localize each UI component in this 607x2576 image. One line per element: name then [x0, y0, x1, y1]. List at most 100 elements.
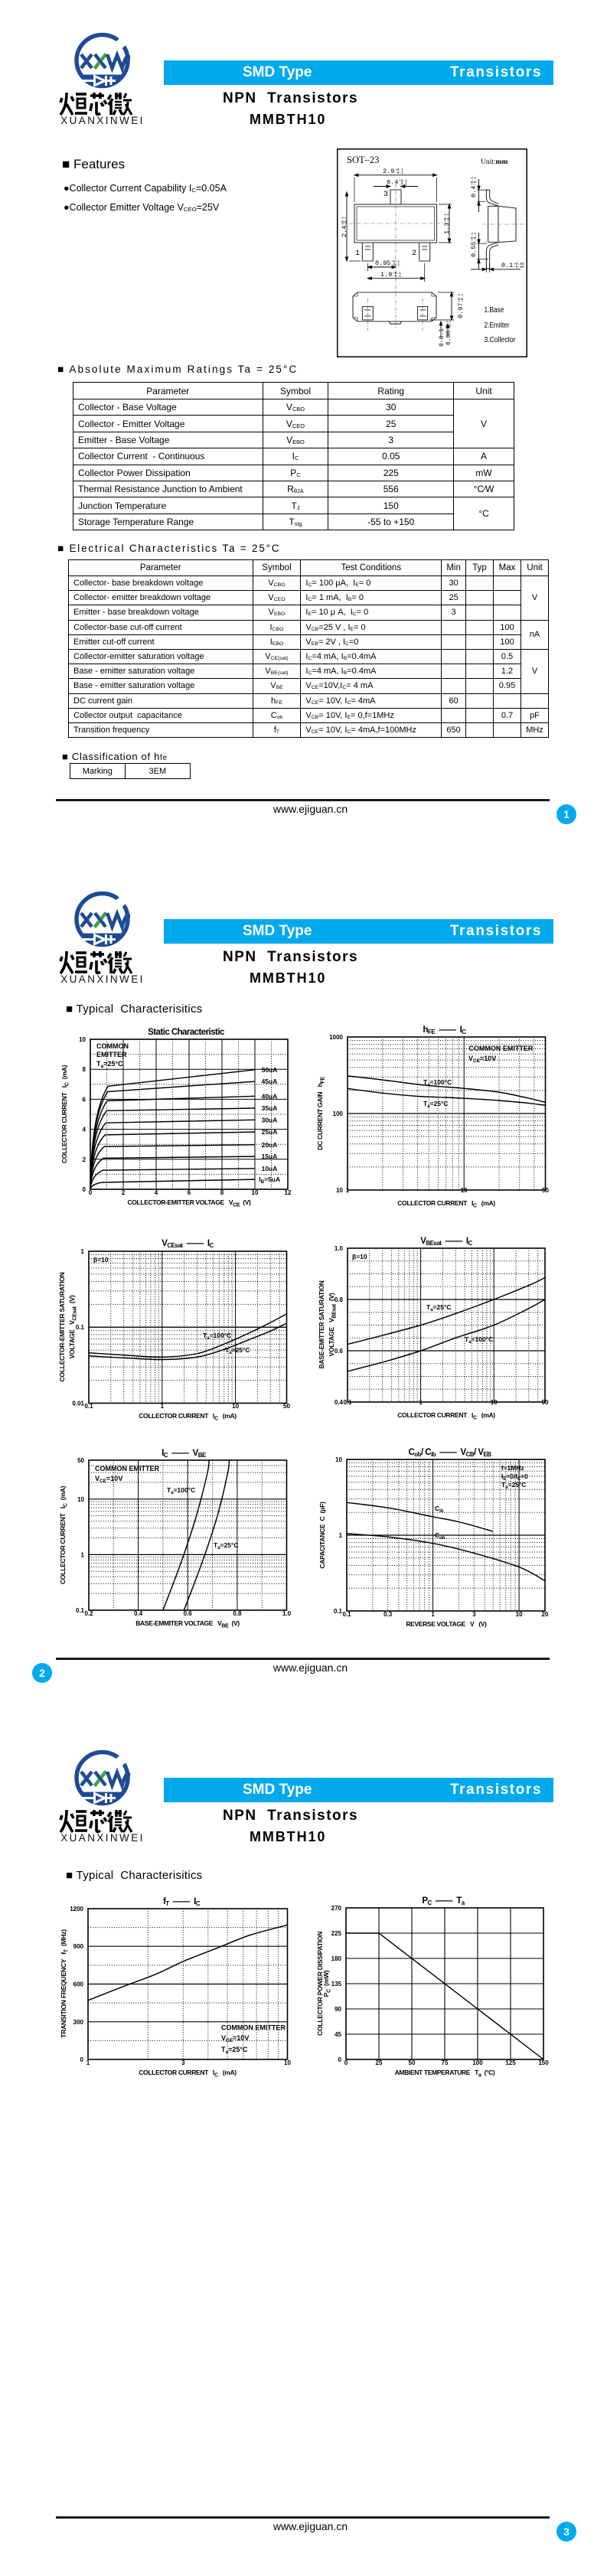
svg-text:100: 100 — [332, 1110, 343, 1117]
svg-text:2.9: 2.9 — [383, 168, 394, 175]
svg-text:2: 2 — [412, 249, 416, 258]
svg-text:-0.1: -0.1 — [446, 214, 451, 222]
svg-text:4: 4 — [154, 1189, 158, 1196]
svg-text:0.4: 0.4 — [470, 186, 478, 197]
svg-text:Ta=25°C: Ta=25°C — [501, 1481, 527, 1490]
svg-text:-0.1: -0.1 — [448, 321, 452, 329]
svg-text:0.2: 0.2 — [84, 1610, 93, 1617]
svg-text:2: 2 — [121, 1189, 125, 1196]
svg-text:BASE-EMMITER VOLTAGE VBE (V: BASE-EMMITER VOLTAGE VBE (V) — [135, 1619, 240, 1629]
svg-text:50: 50 — [409, 2059, 416, 2066]
svg-text:-0.1: -0.1 — [344, 217, 348, 225]
svg-text:COLLECTOR POWER DISSIPATION: COLLECTOR POWER DISSIPATION — [316, 1932, 324, 2036]
svg-text:REVERSE VOLTAGE V (V): REVERSE VOLTAGE V (V) — [406, 1620, 487, 1628]
svg-text:225: 225 — [331, 1930, 342, 1937]
svg-text:0: 0 — [344, 2059, 348, 2066]
svg-text:0: 0 — [338, 2056, 342, 2063]
svg-text:1: 1 — [86, 2059, 90, 2066]
svg-text:-0.1: -0.1 — [391, 262, 400, 267]
svg-text:1200: 1200 — [70, 1906, 83, 1912]
svg-text:900: 900 — [73, 1943, 84, 1950]
svg-text:-0.1: -0.1 — [473, 233, 478, 241]
svg-text:8: 8 — [220, 1189, 224, 1196]
svg-text:75: 75 — [442, 2059, 449, 2066]
svg-text:10: 10 — [460, 1187, 467, 1194]
svg-text:150: 150 — [538, 2059, 549, 2066]
svg-text:0.38: 0.38 — [445, 331, 452, 345]
svg-text:+0.1: +0.1 — [341, 217, 345, 225]
svg-text:0: 0 — [88, 1189, 92, 1196]
svg-text:PC (mW): PC (mW) — [322, 1970, 332, 1997]
svg-text:50: 50 — [283, 1403, 290, 1410]
svg-text:-0.1: -0.1 — [393, 274, 401, 279]
svg-text:1: 1 — [431, 1611, 435, 1618]
svg-text:0.95: 0.95 — [375, 259, 390, 267]
svg-text:COMMON: COMMON — [96, 1042, 129, 1050]
svg-text:1: 1 — [345, 1187, 349, 1194]
svg-text:10: 10 — [516, 1611, 523, 1618]
svg-text:Unit:mm: Unit:mm — [481, 158, 507, 166]
svg-text:0.4: 0.4 — [335, 1399, 344, 1406]
svg-text:0-0.1: 0-0.1 — [439, 328, 445, 347]
svg-text:3.Collector: 3.Collector — [485, 336, 517, 344]
svg-text:30uA: 30uA — [261, 1116, 277, 1123]
svg-text:IE=0/IC=0: IE=0/IC=0 — [501, 1472, 528, 1482]
svg-text:0.1: 0.1 — [501, 262, 513, 269]
svg-text:25uA: 25uA — [261, 1128, 277, 1136]
svg-text:+0.1: +0.1 — [395, 168, 403, 172]
svg-text:+0.1: +0.1 — [457, 294, 462, 302]
svg-text:0.1: 0.1 — [84, 1403, 93, 1410]
svg-text:1: 1 — [81, 1248, 85, 1255]
svg-text:-0.1: -0.1 — [460, 294, 465, 302]
svg-text:COMMON EMITTER: COMMON EMITTER — [468, 1045, 533, 1052]
svg-text:0.6: 0.6 — [335, 1348, 344, 1355]
svg-text:+0.05: +0.05 — [514, 262, 524, 266]
svg-text:-0.1: -0.1 — [473, 177, 478, 185]
svg-text:180: 180 — [331, 1955, 342, 1962]
svg-text:3: 3 — [383, 191, 388, 199]
svg-text:Ta=100°C: Ta=100°C — [423, 1078, 452, 1087]
svg-text:Ta=25°C: Ta=25°C — [214, 1541, 239, 1550]
svg-text:20: 20 — [542, 1611, 549, 1618]
svg-text:1: 1 — [81, 1551, 85, 1558]
svg-text:0.97: 0.97 — [457, 303, 465, 318]
svg-text:600: 600 — [73, 1981, 84, 1988]
svg-text:f=1MHz: f=1MHz — [501, 1464, 524, 1472]
svg-text:COLLECTOR CURRENT IC (mA): COLLECTOR CURRENT IC (mA) — [139, 2069, 237, 2079]
svg-text:CAPACITANCE C (pF): CAPACITANCE C (pF) — [318, 1502, 326, 1569]
svg-text:12: 12 — [284, 1189, 291, 1196]
svg-text:0.8: 0.8 — [335, 1296, 344, 1303]
svg-text:0: 0 — [80, 2056, 84, 2063]
svg-text:COLLECTOR CURRENT IC (mA): COLLECTOR CURRENT IC (mA) — [139, 1412, 237, 1422]
svg-text:10: 10 — [77, 1496, 84, 1503]
svg-text:Ta=25°C: Ta=25°C — [426, 1303, 452, 1312]
svg-text:15uA: 15uA — [261, 1153, 277, 1160]
svg-text:Ta=25°C: Ta=25°C — [423, 1100, 449, 1109]
svg-text:+0.1: +0.1 — [393, 271, 401, 276]
svg-text:COLLECTOR-EMITTER SATURATION: COLLECTOR-EMITTER SATURATION — [58, 1272, 66, 1381]
svg-text:AMBIENT TEMPERATURE Ta (°C): AMBIENT TEMPERATURE Ta (°C) — [395, 2069, 495, 2079]
svg-text:0.4: 0.4 — [134, 1610, 143, 1617]
svg-text:COLLECTOR CURRENT IC (mA): COLLECTOR CURRENT IC (mA) — [60, 1065, 70, 1163]
svg-text:10: 10 — [232, 1403, 239, 1410]
svg-text:COLLECTOR CURRENT IC (mA): COLLECTOR CURRENT IC (mA) — [397, 1411, 495, 1421]
svg-text:-0.1: -0.1 — [395, 171, 403, 175]
svg-text:0.4: 0.4 — [387, 179, 398, 187]
svg-text:+0.1: +0.1 — [391, 259, 400, 264]
svg-text:100: 100 — [472, 2059, 483, 2066]
svg-text:Cob: Cob — [435, 1531, 445, 1541]
svg-text:+0.1: +0.1 — [445, 321, 449, 329]
svg-text:Ta=25°C: Ta=25°C — [221, 2046, 248, 2055]
svg-text:Ta=100°C: Ta=100°C — [203, 1332, 231, 1341]
svg-text:SOT–23: SOT–23 — [347, 155, 379, 165]
svg-text:VCE=10V: VCE=10V — [221, 2034, 249, 2043]
svg-text:90: 90 — [335, 2006, 341, 2013]
svg-text:1: 1 — [355, 249, 360, 258]
svg-text:10: 10 — [336, 1187, 343, 1194]
svg-text:1: 1 — [419, 1399, 423, 1406]
svg-text:-0.05: -0.05 — [514, 265, 524, 269]
svg-text:10: 10 — [491, 1399, 498, 1406]
svg-text:2.Emitter: 2.Emitter — [485, 321, 511, 330]
svg-text:0.01: 0.01 — [72, 1400, 84, 1407]
svg-text:1: 1 — [161, 1403, 165, 1410]
